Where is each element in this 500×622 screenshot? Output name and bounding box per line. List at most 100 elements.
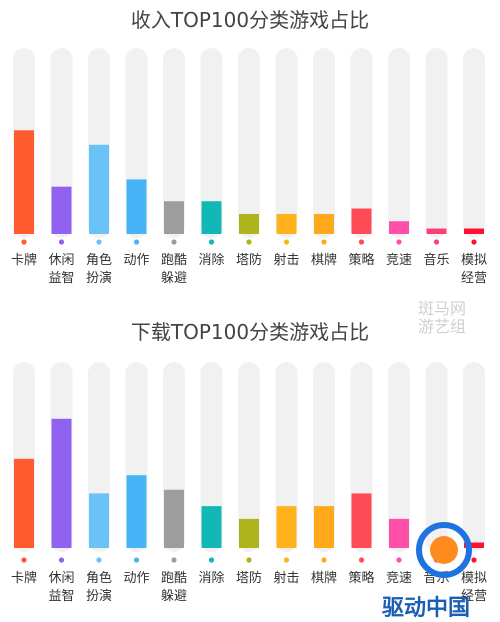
tick-label-1-9-0: 策略 (348, 570, 374, 586)
dot-1-4 (171, 557, 177, 563)
bar-0-5 (201, 201, 222, 234)
tick-label-1-12-0: 模拟 (461, 571, 487, 586)
bar-1-8 (314, 506, 334, 548)
bar-0-3 (126, 179, 147, 234)
tick-label-1-7-0: 射击 (273, 570, 299, 586)
chart-title-revenue: 收入TOP100分类游戏占比 (130, 8, 370, 32)
tick-label-0-1-1: 益智 (48, 271, 74, 286)
track-1-6 (238, 362, 260, 552)
bar-0-2 (89, 144, 109, 234)
track-0-4 (163, 48, 185, 238)
dot-0-3 (133, 239, 140, 245)
watermark-line-1: 斑马网 (418, 299, 467, 318)
track-0-8 (313, 48, 335, 238)
bar-0-11 (426, 228, 447, 234)
tick-label-0-5-0: 消除 (198, 253, 224, 268)
dot-0-9 (358, 239, 365, 245)
watermark-banma: 斑马网 游艺组 (418, 300, 498, 336)
dot-0-5 (208, 239, 215, 245)
watermark-logo-text: 驱动中国 (382, 596, 471, 621)
chart-title-downloads: 下载TOP100分类游戏占比 (130, 320, 370, 344)
track-0-7 (275, 48, 298, 238)
bar-0-6 (239, 213, 259, 234)
dot-0-2 (96, 239, 102, 245)
watermark-line-2: 游艺组 (418, 317, 467, 336)
track-1-12 (463, 362, 485, 552)
track-0-12 (463, 48, 485, 238)
tick-label-1-2-1: 扮演 (86, 588, 112, 604)
dot-1-2 (96, 557, 102, 563)
tick-label-0-9-0: 策略 (348, 252, 374, 268)
tick-label-1-5-0: 消除 (198, 571, 224, 586)
dot-0-7 (283, 239, 290, 245)
tick-label-0-0-0: 卡牌 (11, 252, 37, 268)
tick-label-1-4-0: 跑酷 (161, 571, 187, 586)
dot-1-5 (208, 557, 215, 563)
bar-1-0 (14, 458, 34, 548)
bar-1-4 (164, 489, 184, 548)
logo-center-icon (430, 536, 458, 564)
track-0-10 (388, 48, 410, 238)
tick-label-0-2-0: 角色 (86, 252, 112, 268)
tick-label-1-1-0: 休闲 (48, 571, 74, 586)
track-0-11 (425, 48, 448, 238)
track-0-6 (238, 48, 260, 238)
tick-label-0-12-0: 模拟 (461, 253, 487, 268)
dot-1-8 (321, 557, 327, 563)
tick-label-0-6-0: 塔防 (236, 252, 262, 268)
tick-label-0-10-0: 竞速 (386, 252, 412, 268)
track-1-8 (313, 362, 335, 552)
dot-0-0 (21, 239, 27, 245)
dot-0-4 (171, 239, 177, 245)
track-0-9 (350, 48, 373, 238)
bar-0-7 (276, 213, 297, 234)
dot-1-12 (471, 557, 477, 563)
tick-label-1-12-1: 经营 (461, 589, 487, 604)
dot-0-12 (471, 239, 477, 245)
track-1-10 (388, 362, 410, 552)
tick-label-0-3-0: 动作 (123, 253, 149, 268)
tick-label-1-6-0: 塔防 (236, 570, 262, 586)
tick-label-1-3-0: 动作 (123, 571, 149, 586)
dot-0-6 (246, 239, 252, 245)
track-1-5 (200, 362, 223, 552)
dot-1-6 (246, 557, 252, 563)
tick-label-1-1-1: 益智 (48, 589, 74, 604)
dot-1-0 (21, 557, 27, 563)
bar-0-1 (51, 186, 72, 234)
tick-label-0-2-1: 扮演 (86, 270, 112, 286)
tick-label-0-4-0: 跑酷 (161, 253, 187, 268)
bar-0-12 (464, 228, 484, 234)
bar-1-1 (51, 418, 72, 548)
dot-1-10 (396, 557, 402, 563)
track-0-5 (200, 48, 223, 238)
bar-0-8 (314, 213, 334, 234)
tick-label-0-1-0: 休闲 (48, 253, 74, 268)
tick-label-0-11-0: 音乐 (423, 252, 449, 268)
track-1-7 (275, 362, 298, 552)
dot-0-11 (433, 239, 440, 245)
bar-1-9 (351, 493, 372, 548)
dot-1-3 (133, 557, 140, 563)
tick-label-0-4-1: 躲避 (161, 270, 187, 286)
bar-1-3 (126, 475, 147, 548)
bar-1-5 (201, 506, 222, 548)
tick-label-1-8-0: 棋牌 (311, 570, 337, 586)
dot-0-10 (396, 239, 402, 245)
tick-label-1-2-0: 角色 (86, 570, 112, 586)
dot-0-1 (58, 239, 65, 245)
dot-0-8 (321, 239, 327, 245)
bar-0-9 (351, 208, 372, 234)
bar-0-10 (389, 221, 409, 234)
dot-1-7 (283, 557, 290, 563)
bar-0-4 (164, 201, 184, 234)
tick-label-1-0-0: 卡牌 (11, 570, 37, 586)
dot-1-9 (358, 557, 365, 563)
tick-label-1-4-1: 躲避 (161, 588, 187, 604)
bar-1-10 (389, 518, 409, 548)
logo-ring-icon (416, 522, 472, 578)
tick-label-0-12-1: 经营 (461, 271, 487, 286)
bar-1-6 (239, 518, 259, 548)
bar-1-2 (89, 493, 109, 548)
